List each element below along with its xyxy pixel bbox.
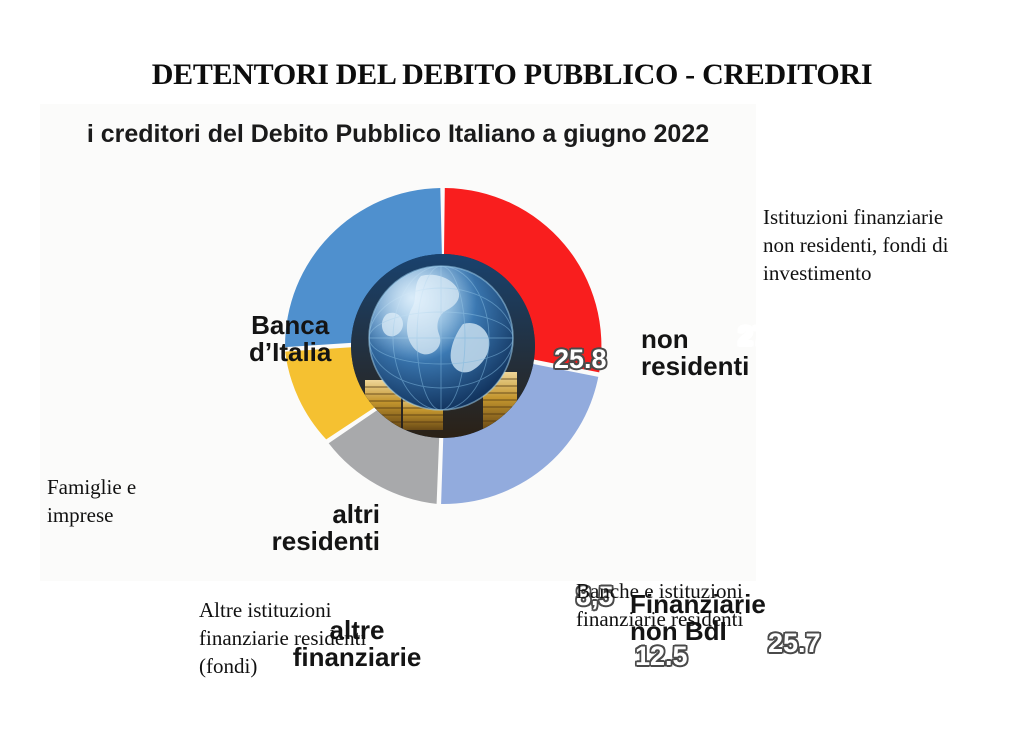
slice-finanziarie-non-bdi[interactable] — [441, 362, 599, 504]
globe — [369, 266, 513, 410]
slice-label-finanziarie-non-bdi: Finanziarie non BdI — [630, 589, 766, 646]
slice-label-altri-residenti: altri residenti — [271, 499, 380, 556]
slice-label-banca-italia: Banca d’Italia — [249, 310, 332, 367]
annotation-non-residenti: Istituzioni finanziarie non residenti, f… — [763, 205, 949, 285]
globe-illustration — [351, 254, 535, 438]
chart-subtitle: i creditori del Debito Pubblico Italiano… — [86, 120, 710, 148]
slice-value-finanziarie-non-bdi: 25.7 — [768, 628, 821, 658]
slice-value-altre-finanziarie: 12.5 — [635, 641, 688, 671]
chart-panel: i creditori del Debito Pubblico Italiano… — [40, 104, 821, 671]
slice-value-altri-residenti: 8,5 — [576, 581, 614, 611]
slice-label-altre-finanziarie: altre finanziarie — [292, 615, 422, 672]
slice-value-non-residenti: 27,6 — [738, 321, 791, 351]
slice-non-residenti[interactable] — [443, 188, 602, 373]
slice-value-banca-italia: 25.8 — [554, 344, 607, 374]
glass-globe-with-coin-stacks-photo — [351, 254, 535, 438]
annotation-banche: Banche e istituzioni finanziarie residen… — [576, 579, 744, 631]
page-title: DETENTORI DEL DEBITO PUBBLICO - CREDITOR… — [151, 58, 873, 91]
slice-label-non-residenti: non residenti — [641, 324, 750, 381]
annotation-altre-finanziarie: Altre istituzioni finanziarie residenti … — [199, 598, 367, 678]
annotation-famiglie-imprese: Famiglie e imprese — [47, 475, 137, 527]
donut-chart: 27,6 25.8 8,5 12.5 25.7 — [278, 181, 821, 671]
slice-banca-italia[interactable] — [285, 188, 443, 348]
